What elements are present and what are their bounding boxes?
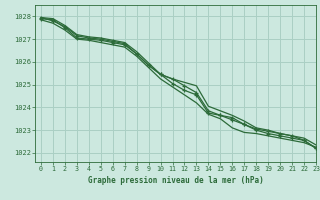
X-axis label: Graphe pression niveau de la mer (hPa): Graphe pression niveau de la mer (hPa)	[88, 176, 263, 185]
